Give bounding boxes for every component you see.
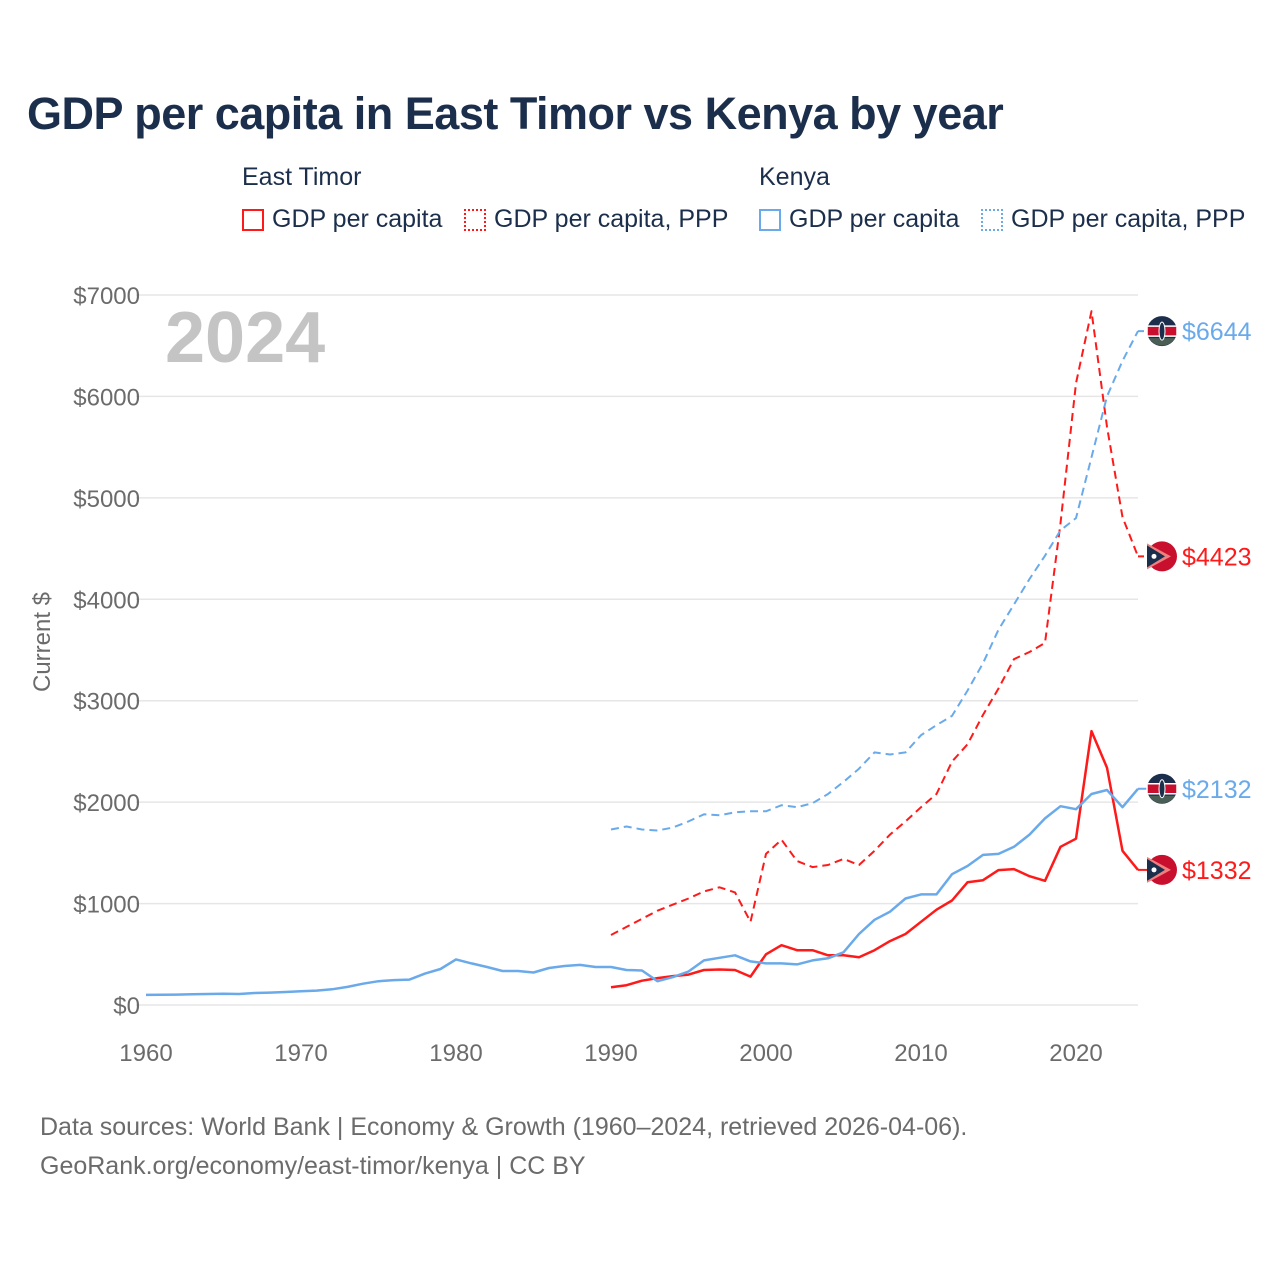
series-line-east-timor-gdp-per-capita-ppp — [610, 310, 1139, 936]
end-value-label: $1332 — [1182, 857, 1252, 885]
y-tick-label: $1000 — [73, 892, 140, 919]
y-tick-label: $6000 — [73, 384, 140, 411]
legend-group-kenya: Kenya — [759, 163, 830, 191]
source-link[interactable]: GeoRank.org/economy/east-timor/kenya | C… — [40, 1152, 586, 1180]
flag-shield — [1158, 779, 1166, 799]
legend-swatch-solid — [242, 208, 264, 231]
chart-title: GDP per capita in East Timor vs Kenya by… — [27, 88, 1004, 139]
year-watermark: 2024 — [165, 298, 325, 378]
flag-star — [1151, 867, 1157, 873]
flag-shield — [1158, 321, 1166, 341]
source-line: Data sources: World Bank | Economy & Gro… — [40, 1113, 968, 1141]
legend-label: GDP per capita — [789, 205, 960, 233]
end-value-label: $4423 — [1182, 543, 1252, 571]
legend-item-kenya-gdp[interactable]: GDP per capita — [759, 205, 959, 234]
flag-stripe — [1149, 338, 1175, 346]
series-line-kenya-gdp-per-capita-ppp — [610, 330, 1139, 832]
x-tick-label: 1990 — [584, 1040, 637, 1067]
y-tick-label: $0 — [113, 993, 140, 1020]
kenya-flag-icon — [1146, 316, 1178, 347]
flag-star — [1151, 553, 1157, 559]
kenya-flag-icon — [1146, 773, 1178, 804]
y-tick-label: $3000 — [73, 689, 140, 716]
legend-item-east-timor-ppp[interactable]: GDP per capita, PPP — [464, 205, 728, 234]
legend-swatch-dotted — [981, 208, 1003, 231]
legend-label: GDP per capita — [272, 205, 443, 233]
legend-item-kenya-ppp[interactable]: GDP per capita, PPP — [981, 205, 1245, 234]
x-tick-label: 1960 — [119, 1040, 172, 1067]
y-tick-label: $2000 — [73, 790, 140, 817]
x-tick-label: 2000 — [739, 1040, 792, 1067]
x-tick-label: 1980 — [429, 1040, 482, 1067]
flag-stripe — [1149, 795, 1175, 804]
series-line-kenya-gdp-per-capita — [145, 787, 1139, 997]
legend-swatch-dotted — [464, 208, 486, 231]
legend-group-east-timor: East Timor — [242, 163, 362, 191]
y-axis-label: Current $ — [29, 592, 56, 692]
y-tick-label: $5000 — [73, 486, 140, 513]
end-value-label: $2132 — [1182, 776, 1252, 804]
legend-item-east-timor-gdp[interactable]: GDP per capita — [242, 205, 442, 234]
east-timor-flag-icon — [1147, 854, 1177, 885]
series-line-east-timor-gdp-per-capita — [610, 729, 1139, 989]
x-tick-label: 2020 — [1049, 1040, 1102, 1067]
x-tick-label: 2010 — [894, 1040, 947, 1067]
y-tick-label: $7000 — [73, 283, 140, 310]
source-note: Data sources: World Bank | Economy & Gro… — [40, 1108, 967, 1186]
legend-label: GDP per capita, PPP — [494, 205, 729, 233]
end-value-label: $6644 — [1182, 318, 1252, 346]
east-timor-flag-icon — [1147, 541, 1177, 572]
y-tick-label: $4000 — [73, 587, 140, 614]
plot-area: $0 $1000 $2000 $3000 $4000 $5000 $6000 $7000 196… — [29, 283, 1252, 1067]
legend-label: GDP per capita, PPP — [1011, 205, 1246, 233]
x-tick-label: 1970 — [274, 1040, 327, 1067]
legend-swatch-solid — [759, 208, 781, 231]
